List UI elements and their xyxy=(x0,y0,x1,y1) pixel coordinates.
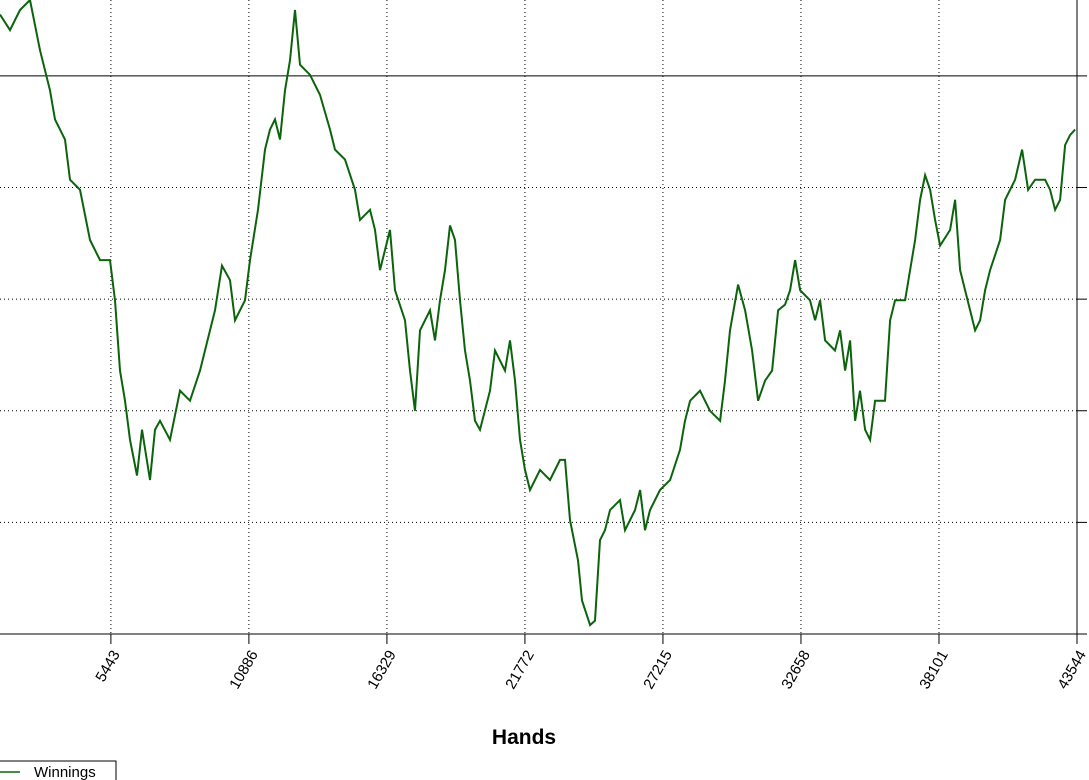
legend-label: Winnings xyxy=(34,764,96,780)
x-tick-label: 16329 xyxy=(364,647,400,692)
x-tick-label: 21772 xyxy=(502,647,538,692)
x-tick-label: 38101 xyxy=(916,647,952,692)
x-tick-label: 32658 xyxy=(778,647,814,692)
x-tick-label: 10886 xyxy=(226,647,262,692)
legend-box xyxy=(0,760,117,780)
x-tick-label: 5443 xyxy=(92,647,123,684)
x-tick-label: 43544 xyxy=(1054,647,1089,692)
x-tick-label: 27215 xyxy=(640,647,676,692)
x-axis-title: Hands xyxy=(492,726,556,749)
data-line xyxy=(0,0,1076,627)
